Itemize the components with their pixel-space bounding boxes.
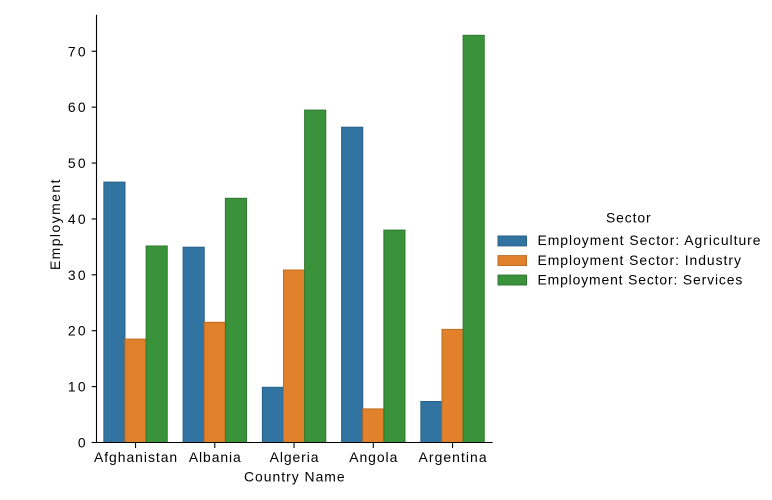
svg-text:0: 0 <box>78 435 86 451</box>
svg-text:20: 20 <box>68 323 86 339</box>
svg-text:Afghanistan: Afghanistan <box>94 449 177 465</box>
svg-text:50: 50 <box>68 155 86 171</box>
svg-text:Employment Sector: Services: Employment Sector: Services <box>538 271 743 287</box>
svg-text:Algeria: Algeria <box>270 449 319 465</box>
svg-text:30: 30 <box>68 267 86 283</box>
svg-text:Sector: Sector <box>606 210 651 226</box>
svg-text:70: 70 <box>68 43 86 59</box>
svg-text:40: 40 <box>68 211 86 227</box>
svg-text:60: 60 <box>68 99 86 115</box>
svg-text:Employment Sector: Agriculture: Employment Sector: Agriculture <box>538 232 761 248</box>
svg-text:Country Name: Country Name <box>244 469 345 485</box>
svg-text:Argentina: Argentina <box>419 449 487 465</box>
svg-text:Angola: Angola <box>349 449 397 465</box>
svg-text:Albania: Albania <box>189 449 241 465</box>
svg-text:10: 10 <box>68 379 86 395</box>
svg-text:Employment Sector: Industry: Employment Sector: Industry <box>538 252 741 268</box>
